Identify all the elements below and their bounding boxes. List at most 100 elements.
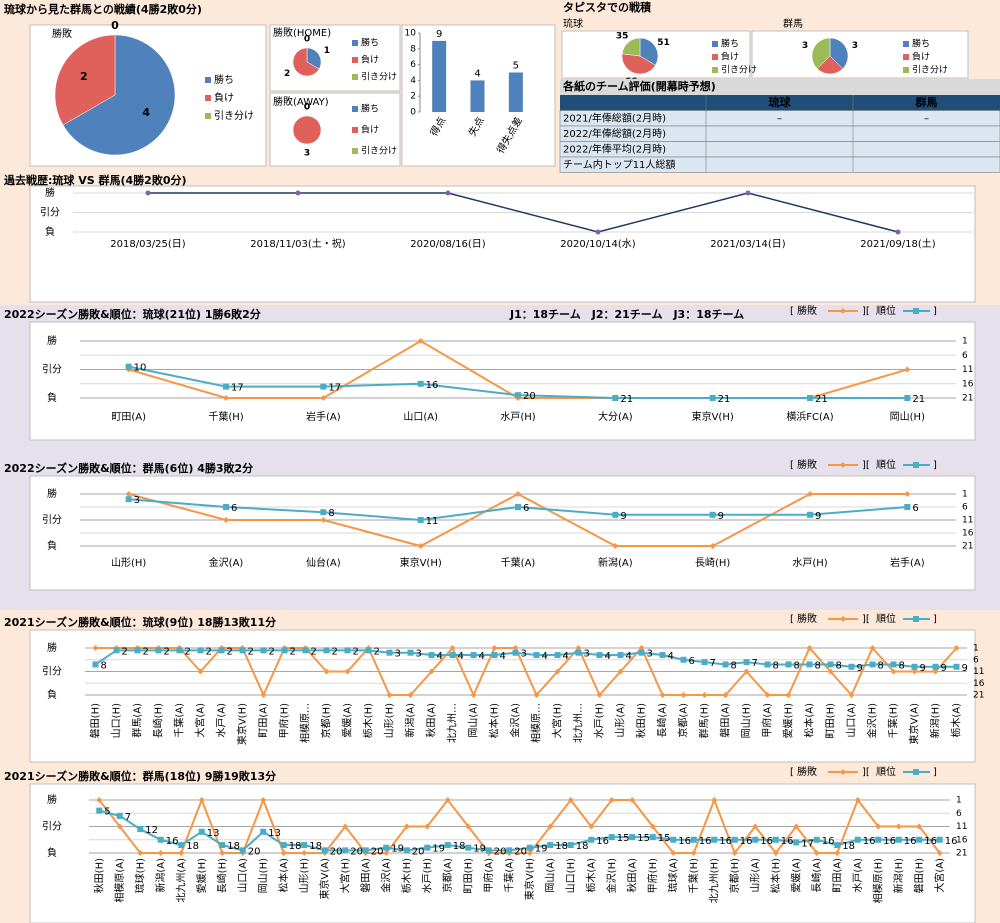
legend-swatch [205, 77, 211, 83]
legend-swatch [205, 95, 211, 101]
panel [269, 24, 401, 92]
data-label: 10 [134, 363, 147, 374]
x-tick-label: 町田(A) [832, 858, 843, 893]
marker [533, 652, 540, 659]
x-tick-label: 金沢(H) [605, 858, 618, 893]
x-tick-label: 水戸(A) [852, 858, 864, 893]
x-tick-label: 新潟(A) [154, 858, 167, 893]
marker [690, 836, 697, 843]
pie-slice [621, 53, 656, 75]
x-tick-label: 甲府(A) [482, 858, 495, 893]
x-tick-label: 千葉(A) [501, 556, 536, 569]
legend-swatch [712, 67, 718, 73]
marker [223, 517, 229, 523]
line-series [98, 797, 941, 856]
x-tick-label: 東京V(H) [236, 703, 249, 745]
marker [608, 797, 615, 803]
legend-marker [913, 462, 919, 468]
legend-bracket: ] [933, 767, 937, 778]
legend-bracket: ] [933, 460, 937, 471]
x-tick-label: 磐田(H) [89, 703, 102, 738]
line-series [94, 649, 957, 668]
data-label: 16 [924, 836, 937, 847]
legend-bracket: ][ [862, 614, 870, 625]
x-tick-label: 秋田(H) [92, 858, 105, 893]
y-tick-label: 勝 [45, 186, 55, 199]
x-tick-label: 東京V(H) [523, 858, 536, 900]
marker [157, 836, 164, 843]
y-tick-label: 負 [47, 847, 57, 859]
legend-swatch [712, 41, 718, 47]
data-label: 21 [620, 394, 633, 405]
legend-label: 勝ち [912, 38, 930, 50]
table-cell: – [924, 113, 929, 124]
x-tick-label: 愛媛(H) [195, 858, 208, 893]
x-tick-label: 水戸(A) [216, 703, 228, 738]
marker [219, 850, 226, 856]
marker [731, 836, 738, 843]
marker [515, 504, 521, 510]
x-tick-label: 京都(A) [677, 703, 690, 738]
data-label: 16 [426, 380, 439, 391]
x-tick-label: 栃木(H) [400, 858, 413, 893]
marker [895, 229, 901, 235]
marker [198, 797, 205, 803]
marker [806, 661, 813, 668]
marker [465, 823, 472, 830]
marker [417, 543, 424, 549]
data-label: 9 [857, 663, 863, 674]
marker [533, 692, 540, 698]
x-tick-label: 東京V(H) [692, 410, 734, 423]
data-label: 18 [309, 841, 322, 852]
data-label: 2 [80, 70, 88, 83]
legend-marker [840, 616, 846, 622]
legend-swatch [903, 67, 909, 73]
marker [690, 850, 697, 856]
marker [547, 842, 554, 849]
marker [155, 647, 162, 654]
data-label: 6 [523, 503, 529, 514]
marker [827, 668, 834, 675]
marker [709, 543, 716, 549]
marker [608, 834, 615, 841]
chart-title: 2021シーズン勝敗&順位：群馬(18位) 9勝19敗13分 [4, 769, 276, 783]
x-tick-label: 新潟(H) [892, 858, 905, 893]
x-tick-label: 岩手(A) [890, 556, 925, 569]
legend-bracket: ][ [862, 460, 870, 471]
table-header: 群馬 [915, 95, 938, 109]
marker [895, 823, 902, 830]
x-tick-label: 松本(A) [803, 703, 816, 738]
marker [362, 847, 369, 854]
marker [198, 828, 205, 835]
data-label: 2 [143, 646, 149, 657]
marker [612, 395, 619, 401]
table-cell: 2021/年俸総額(2月時) [563, 111, 666, 124]
data-label: 8 [731, 660, 737, 671]
legend-bracket: [ [790, 460, 794, 471]
y2-tick-label: 16 [956, 835, 968, 845]
x-tick-label: 新潟(H) [929, 703, 942, 738]
x-tick-label: 2018/03/25(日) [110, 239, 186, 250]
data-label: 7 [752, 658, 758, 669]
data-label: 16 [904, 836, 917, 847]
x-tick-label: 2021/09/18(土) [860, 237, 936, 250]
x-tick-label: 群馬(H) [698, 703, 711, 738]
marker [848, 663, 855, 670]
y2-tick-label: 1 [962, 337, 968, 347]
marker [895, 836, 902, 843]
data-label: 3 [647, 649, 653, 660]
data-label: 7 [710, 658, 716, 669]
legend-label: 勝敗 [797, 765, 817, 778]
data-label: 2 [374, 646, 380, 657]
x-tick-label: 秋田(A) [625, 858, 638, 893]
x-tick-label: 山口(H) [565, 858, 577, 893]
data-label: 17 [231, 383, 244, 394]
data-label: 16 [863, 836, 876, 847]
marker [722, 661, 729, 668]
chart-title: 過去戦歴:琉球 VS 群馬(4勝2敗0分) [3, 173, 187, 187]
marker [709, 511, 716, 518]
data-label: 18 [842, 841, 855, 852]
data-label: 16 [945, 836, 958, 847]
table-cell: 2022/年俸総額(2月時) [563, 127, 666, 140]
legend-bracket: ][ [862, 306, 870, 317]
